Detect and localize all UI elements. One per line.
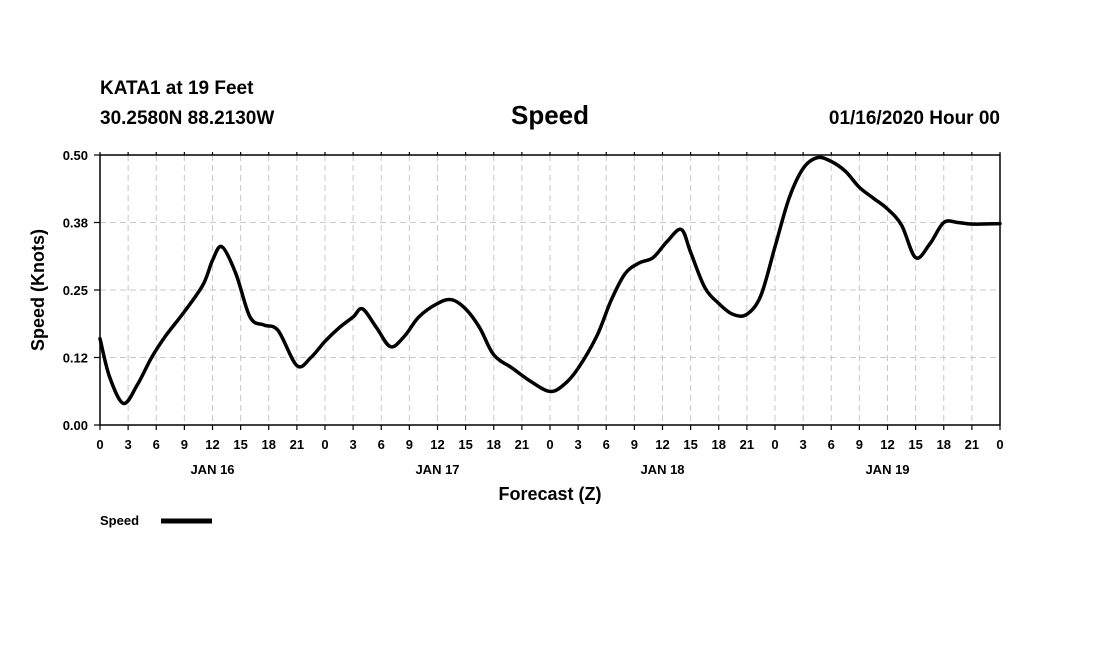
- x-tick-label: 3: [350, 437, 357, 452]
- day-labels: JAN 16 JAN 17 JAN 18 JAN 19: [190, 462, 909, 477]
- x-tick-label: 0: [546, 437, 553, 452]
- x-axis-label: Forecast (Z): [498, 484, 601, 504]
- x-tick-label: 12: [880, 437, 894, 452]
- day-label: JAN 19: [865, 462, 909, 477]
- x-tick-label: 21: [290, 437, 304, 452]
- day-label: JAN 16: [190, 462, 234, 477]
- x-tick-label: 0: [771, 437, 778, 452]
- x-tick-label: 15: [908, 437, 922, 452]
- x-tick-label: 18: [487, 437, 501, 452]
- run-time-label: 01/16/2020 Hour 00: [829, 108, 1000, 129]
- x-tick-label: 9: [181, 437, 188, 452]
- x-tick-label: 3: [575, 437, 582, 452]
- day-label: JAN 17: [415, 462, 459, 477]
- x-tick-label: 9: [406, 437, 413, 452]
- y-axis-label: Speed (Knots): [28, 229, 48, 351]
- chart-title: Speed: [511, 100, 589, 130]
- x-tick-label: 18: [262, 437, 276, 452]
- plot-frame: [99, 154, 1001, 426]
- x-tick-label: 18: [937, 437, 951, 452]
- x-tick-label: 0: [96, 437, 103, 452]
- x-tick-label: 21: [515, 437, 529, 452]
- x-tick-label: 21: [965, 437, 979, 452]
- x-tick-label: 12: [205, 437, 219, 452]
- x-tick-label: 6: [828, 437, 835, 452]
- x-tick-label: 6: [153, 437, 160, 452]
- x-tick-label: 0: [321, 437, 328, 452]
- y-axis-ticks: 0.00 0.12 0.25 0.38 0.50: [63, 148, 100, 433]
- x-axis-ticks: 0 3 6 9 12 15 18 21 0 3 6 9 12 15 18 21 0 3 6 9 12 15 18 21 0 3 6 9…: [96, 152, 1004, 452]
- x-tick-label: 21: [740, 437, 754, 452]
- x-tick-label: 15: [233, 437, 247, 452]
- x-tick-label: 3: [125, 437, 132, 452]
- coords-label: 30.2580N 88.2130W: [100, 108, 274, 129]
- x-tick-label: 9: [856, 437, 863, 452]
- day-label: JAN 18: [640, 462, 684, 477]
- grid-lines: [100, 155, 1000, 425]
- x-tick-label: 15: [458, 437, 472, 452]
- x-tick-label: 18: [712, 437, 726, 452]
- y-tick-label: 0.25: [63, 283, 88, 298]
- x-tick-label: 12: [655, 437, 669, 452]
- x-tick-label: 6: [603, 437, 610, 452]
- y-tick-label: 0.12: [63, 351, 88, 366]
- series-layer: [98, 155, 1002, 406]
- y-tick-label: 0.38: [63, 216, 88, 231]
- y-tick-label: 0.50: [63, 148, 88, 163]
- station-label: KATA1 at 19 Feet: [100, 78, 254, 99]
- x-tick-label: 12: [430, 437, 444, 452]
- x-tick-label: 6: [378, 437, 385, 452]
- x-tick-label: 9: [631, 437, 638, 452]
- y-tick-label: 0.00: [63, 418, 88, 433]
- legend-label: Speed: [100, 513, 139, 528]
- legend: Speed: [100, 513, 212, 528]
- series-line-speed: [98, 155, 1002, 406]
- x-tick-label: 3: [800, 437, 807, 452]
- x-tick-label: 15: [683, 437, 697, 452]
- x-tick-label: 0: [996, 437, 1003, 452]
